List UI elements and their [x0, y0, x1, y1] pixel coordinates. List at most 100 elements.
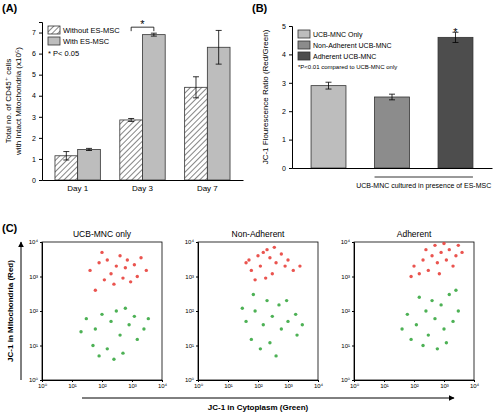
tick-label: 10³ [341, 274, 350, 280]
point [298, 264, 301, 267]
tick-label: 4 [282, 51, 286, 58]
point [277, 303, 280, 306]
point [268, 341, 271, 344]
point [448, 248, 451, 251]
panel-label: (C) [2, 222, 18, 234]
tick-mark [289, 140, 292, 141]
tick-label: Day 3 [132, 184, 153, 193]
tick-label: 10⁰ [341, 377, 351, 383]
point [262, 323, 265, 326]
tick: 5 [32, 71, 42, 78]
tick-mark [196, 242, 198, 243]
tick: 10⁴ [158, 380, 168, 389]
figure: (A)Total no. of CD45⁺ cellswith Intact M… [0, 0, 500, 414]
point [430, 299, 433, 302]
tick-mark [39, 117, 42, 118]
tick: 10⁴ [314, 380, 324, 389]
y-axis-title: JC-1 Flourescence Ratio (Red/Green) [261, 29, 270, 164]
y-axis-title: with Intact Mitochondria (x10⁵) [14, 47, 23, 156]
tick: 10³ [128, 380, 137, 389]
point [433, 317, 436, 320]
plot-frame [42, 242, 162, 380]
error-bar [193, 77, 199, 98]
tick-mark [40, 277, 42, 278]
point [271, 272, 274, 275]
point [294, 313, 297, 316]
y-axis-title: Total no. of CD45⁺ cells [4, 59, 13, 143]
tick: 10² [410, 380, 419, 389]
tick-label: 10² [410, 383, 419, 389]
point [418, 296, 421, 299]
point [252, 293, 255, 296]
plot-area [55, 30, 230, 180]
tick-mark [39, 54, 42, 55]
tick: 10⁰ [341, 377, 354, 383]
tick-mark [444, 380, 445, 382]
tick-mark [289, 111, 292, 112]
chart-title: Adherent [397, 229, 432, 239]
tick: 0 [282, 165, 292, 172]
point [264, 276, 267, 279]
point [100, 251, 103, 254]
tick-mark [352, 346, 354, 347]
axis-line [196, 243, 199, 381]
tick: 10¹ [380, 380, 389, 389]
point [112, 358, 115, 361]
tick: 10² [254, 380, 263, 389]
point [424, 248, 427, 251]
tick: 10⁰ [38, 380, 48, 389]
tick-label: 10¹ [380, 383, 389, 389]
point [274, 354, 277, 357]
tick-mark [196, 346, 198, 347]
x-axis: Day 1Day 3Day 7 [43, 181, 244, 193]
tick-mark [102, 380, 103, 382]
y-axis: 012345 [282, 23, 292, 172]
tick-label: 10¹ [29, 343, 38, 349]
plot-frame [354, 242, 474, 380]
tick: 5 [282, 23, 292, 30]
tick: 10⁴ [29, 239, 42, 245]
bar [143, 35, 166, 180]
point [259, 264, 262, 267]
tick-label: 2 [282, 108, 286, 115]
point [124, 307, 127, 310]
tick-mark [289, 54, 292, 55]
tick-mark [40, 311, 42, 312]
point [109, 320, 112, 323]
point [259, 347, 262, 350]
point [118, 254, 121, 257]
tick: 1 [282, 136, 292, 143]
point [415, 323, 418, 326]
tick-mark [228, 380, 229, 382]
y-axis: 10⁰10¹10²10³10⁴ [29, 239, 43, 383]
point [280, 327, 283, 330]
point [97, 354, 100, 357]
tick-mark [258, 380, 259, 382]
point [115, 309, 118, 312]
axis-line [40, 243, 43, 381]
tick-label: 7 [32, 29, 36, 36]
tick: 10² [185, 308, 198, 314]
error-bar [151, 33, 157, 36]
point [409, 338, 412, 341]
tick-label: 10² [254, 383, 263, 389]
point [250, 269, 253, 272]
tick-mark [289, 83, 292, 84]
tick-label: 10² [185, 308, 194, 314]
point [106, 347, 109, 350]
tick-mark [352, 311, 354, 312]
tick: 10³ [440, 380, 449, 389]
point [451, 264, 454, 267]
point [118, 333, 121, 336]
point [445, 341, 448, 344]
point [436, 261, 439, 264]
tick-label: 10⁰ [194, 383, 204, 389]
chart-title: UCB-MNC only [73, 229, 132, 239]
tick: 10⁰ [194, 380, 204, 389]
tick-label: 10¹ [341, 343, 350, 349]
point [256, 254, 259, 257]
tick-label: 10⁴ [29, 239, 39, 245]
point [406, 313, 409, 316]
point [271, 315, 274, 318]
tick: 10³ [29, 274, 42, 280]
